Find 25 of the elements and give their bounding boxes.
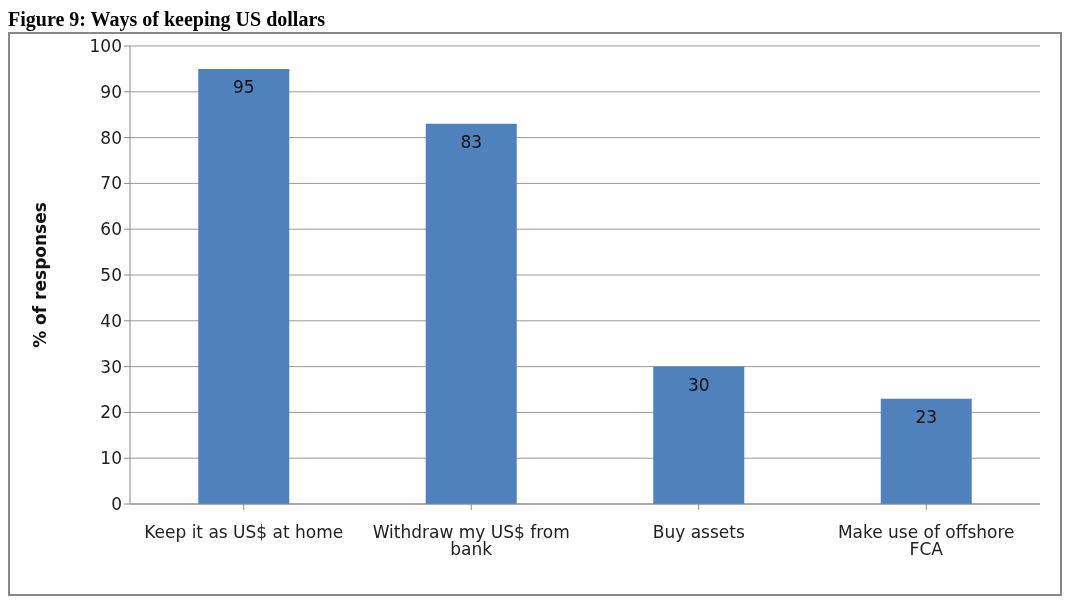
data-label: 83 — [460, 131, 483, 152]
y-tick-label: 40 — [100, 310, 122, 331]
bar — [653, 366, 745, 504]
x-tick-label: Keep it as US$ at home — [144, 522, 344, 543]
data-label: 95 — [232, 76, 255, 97]
x-tick-label: Make use of offshore FCA — [837, 522, 1015, 560]
x-tick-label: Buy assets — [652, 522, 745, 543]
y-tick-label: 10 — [100, 448, 122, 469]
y-tick-label: 100 — [89, 36, 122, 57]
bar — [880, 398, 972, 504]
data-label: 23 — [915, 406, 938, 427]
data-label: 30 — [687, 374, 710, 395]
y-tick-label: 70 — [100, 173, 122, 194]
y-tick-label: 0 — [111, 494, 122, 515]
y-tick-label: 60 — [100, 219, 122, 240]
x-tick-label: Withdraw my US$ from bank — [372, 522, 570, 560]
bar — [198, 68, 290, 504]
y-tick-label: 50 — [100, 265, 122, 286]
bar — [425, 123, 517, 504]
y-tick-label: 90 — [100, 81, 122, 102]
y-tick-label: 80 — [100, 127, 122, 148]
y-axis-title: % of responses — [30, 202, 51, 348]
chart-title: Figure 9: Ways of keeping US dollars — [8, 8, 327, 32]
y-tick-label: 20 — [100, 402, 122, 423]
y-tick-label: 30 — [100, 356, 122, 377]
